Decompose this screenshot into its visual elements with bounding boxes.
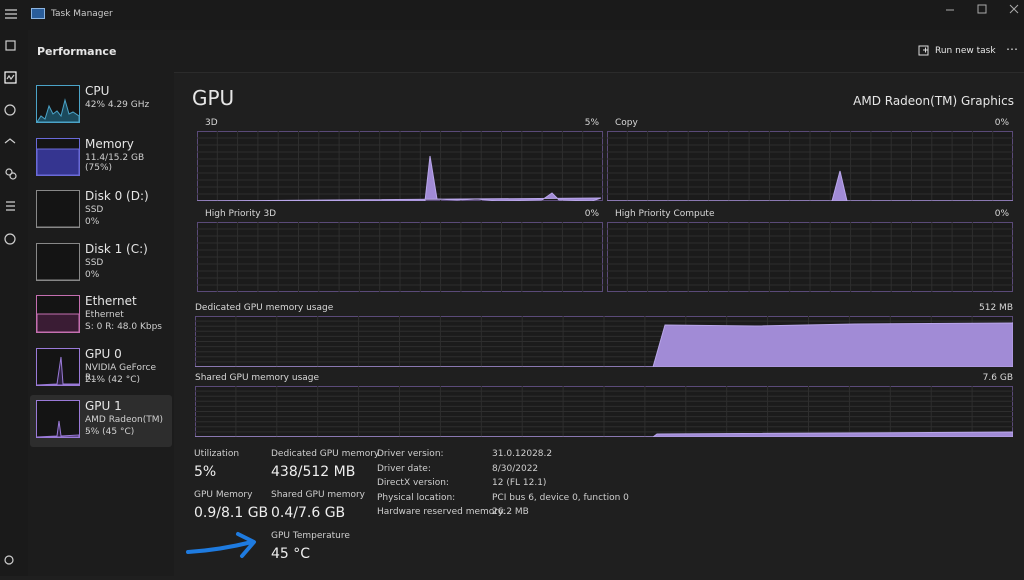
item-name: GPU 0: [85, 346, 122, 361]
thumbnail-graph: [37, 420, 79, 437]
item-detail: 0%: [85, 217, 100, 227]
item-name: Ethernet: [85, 294, 137, 308]
sidebar-item[interactable]: CPU 42% 4.29 GHz: [30, 80, 172, 132]
annotation-arrow: [186, 532, 256, 558]
detail-value: PCI bus 6, device 0, function 0: [492, 492, 629, 503]
run-new-task[interactable]: Run new task: [935, 46, 996, 56]
thumbnail: [36, 400, 80, 438]
stat-value: 45 °C: [271, 546, 311, 562]
item-name: Disk 0 (D:): [85, 189, 149, 203]
item-name: GPU 1: [85, 399, 122, 413]
thumbnail-graph: [37, 313, 79, 332]
window-title: Task Manager: [51, 9, 113, 19]
memory-graph: [195, 386, 1013, 437]
item-detail: SSD: [85, 205, 104, 215]
thumbnail-graph: [37, 148, 79, 175]
stat-label: Utilization: [194, 449, 240, 459]
graph-label: Dedicated GPU memory usage: [195, 303, 334, 313]
thumbnail-graph: [37, 356, 79, 385]
item-detail: 11.4/15.2 GB (75%): [85, 152, 145, 173]
utilization-graph: [607, 131, 1013, 201]
item-detail: S: 0 R: 48.0 Kbps: [85, 322, 162, 332]
detail-label: Driver version:: [377, 449, 444, 459]
stat-label: Dedicated GPU memory: [271, 449, 380, 459]
sidebar-item[interactable]: Ethernet Ethernet S: 0 R: 48.0 Kbps: [30, 290, 172, 342]
item-detail: NVIDIA GeForce R...: [85, 362, 157, 383]
graph-max: 7.6 GB: [982, 373, 1013, 383]
window-controls[interactable]: [944, 4, 1020, 16]
sidebar-item[interactable]: Disk 0 (D:) SSD 0%: [30, 185, 172, 237]
item-name: Memory: [85, 136, 134, 151]
detail-value: 8/30/2022: [492, 463, 539, 474]
utilization-graph: [607, 222, 1013, 292]
stat-value: 5%: [194, 464, 217, 480]
item-name: CPU: [85, 84, 110, 98]
sidebar-item[interactable]: GPU 1 AMD Radeon(TM) ... 5% (45 °C): [30, 395, 172, 447]
item-detail: 5% (45 °C): [85, 427, 135, 437]
nav-rail: [0, 0, 28, 576]
item-detail: 0%: [85, 269, 100, 280]
run-icon: [918, 45, 929, 56]
thumbnail: [36, 295, 80, 333]
graph-label: High Priority Compute: [615, 209, 715, 219]
detail-value: 31.0.12028.2: [492, 449, 553, 459]
item-name: Disk 1 (C:): [85, 241, 148, 256]
detail-value: 12 (FL 12.1): [492, 478, 547, 488]
detail-label: Hardware reserved memory:: [377, 507, 506, 517]
stat-label: GPU Temperature: [271, 531, 350, 541]
stat-value: 438/512 MB: [271, 464, 356, 480]
graph-max: 512 MB: [979, 303, 1013, 313]
section-title: Performance: [37, 45, 117, 58]
thumbnail: [36, 85, 80, 123]
more-button[interactable]: ⋯: [1006, 42, 1018, 56]
utilization-graph: [197, 131, 603, 201]
detail-label: DirectX version:: [377, 478, 449, 488]
device-name: AMD Radeon(TM) Graphics: [853, 94, 1014, 108]
detail-value: 26.2 MB: [492, 507, 529, 517]
item-detail: AMD Radeon(TM) ...: [85, 415, 164, 435]
thumbnail: [36, 347, 80, 386]
graph-max: 0%: [584, 209, 599, 219]
memory-graph: [195, 316, 1013, 367]
thumbnail-graph: [37, 98, 79, 122]
detail-label: Physical location:: [377, 492, 456, 503]
graph-label: High Priority 3D: [205, 209, 277, 219]
utilization-graph: [197, 222, 603, 292]
item-detail: 21% (42 °C): [85, 374, 140, 385]
header-bar: [28, 30, 1024, 73]
graph-label: 3D: [205, 118, 218, 128]
main-title: GPU: [192, 86, 235, 110]
stat-label: Shared GPU memory: [271, 490, 365, 500]
graph-label: Shared GPU memory usage: [195, 373, 320, 383]
stat-value: 0.9/8.1 GB: [194, 505, 269, 521]
nav-icons: [4, 9, 17, 565]
sidebar-item[interactable]: GPU 0 NVIDIA GeForce R... 21% (42 °C): [30, 343, 172, 395]
item-detail: 42% 4.29 GHz: [85, 100, 150, 110]
item-detail: Ethernet: [85, 310, 124, 320]
title-bar: [28, 0, 1024, 30]
stat-label: GPU Memory: [194, 490, 253, 500]
graph-max: 0%: [994, 209, 1009, 219]
stat-value: 0.4/7.6 GB: [271, 505, 346, 521]
graph-max: 0%: [994, 118, 1009, 128]
sidebar-item[interactable]: Disk 1 (C:) SSD 0%: [30, 238, 172, 290]
sidebar-item[interactable]: Memory 11.4/15.2 GB (75%): [30, 133, 172, 185]
thumbnail-graph: [37, 226, 79, 227]
thumbnail: [36, 137, 80, 176]
detail-label: Driver date:: [377, 463, 431, 474]
thumbnail: [36, 190, 80, 228]
item-detail: SSD: [85, 257, 104, 268]
graph-max: 5%: [584, 118, 599, 128]
app-icon: [31, 8, 45, 19]
thumbnail: [36, 242, 80, 281]
graph-label: Copy: [615, 118, 638, 128]
thumbnail-graph: [37, 279, 79, 280]
